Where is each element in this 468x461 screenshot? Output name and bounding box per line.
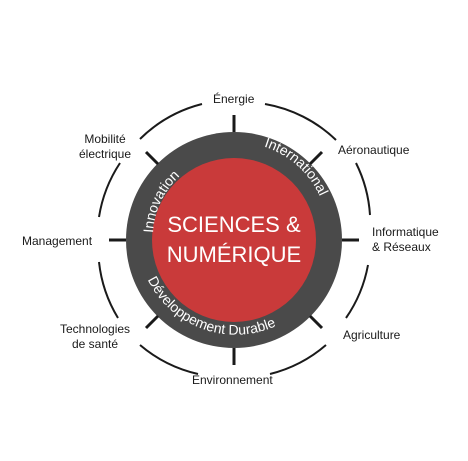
tick-bottom-left — [144, 314, 160, 330]
label-environnement: Environnement — [192, 373, 273, 387]
outer-arc-2 — [355, 162, 371, 216]
label-energie: Énergie — [213, 92, 255, 106]
outer-arc-4 — [269, 344, 327, 375]
label-agriculture: Agriculture — [343, 328, 401, 342]
center-circle — [152, 158, 316, 322]
label-technologies: Technologies de santé — [60, 322, 131, 351]
label-mobilite: Mobilité électrique — [79, 132, 132, 161]
outer-arc-1 — [264, 103, 337, 141]
outer-arc-3 — [345, 264, 369, 319]
outer-arc-7 — [98, 162, 121, 218]
outer-arc-8 — [139, 103, 203, 140]
ticks — [109, 115, 359, 365]
tick-bottom-right — [308, 314, 324, 330]
label-management: Management — [22, 234, 93, 248]
center-title-line2: NUMÉRIQUE — [167, 242, 301, 267]
outer-arc-6 — [98, 261, 119, 319]
label-informatique: Informatique & Réseaux — [372, 225, 439, 254]
outer-ring — [98, 103, 371, 375]
label-aeronautique: Aéronautique — [338, 143, 410, 157]
outer-arc-5 — [139, 344, 199, 375]
tick-top-left — [144, 150, 160, 166]
center-title-line1: SCIENCES & — [167, 212, 301, 237]
tick-top-right — [308, 150, 324, 166]
